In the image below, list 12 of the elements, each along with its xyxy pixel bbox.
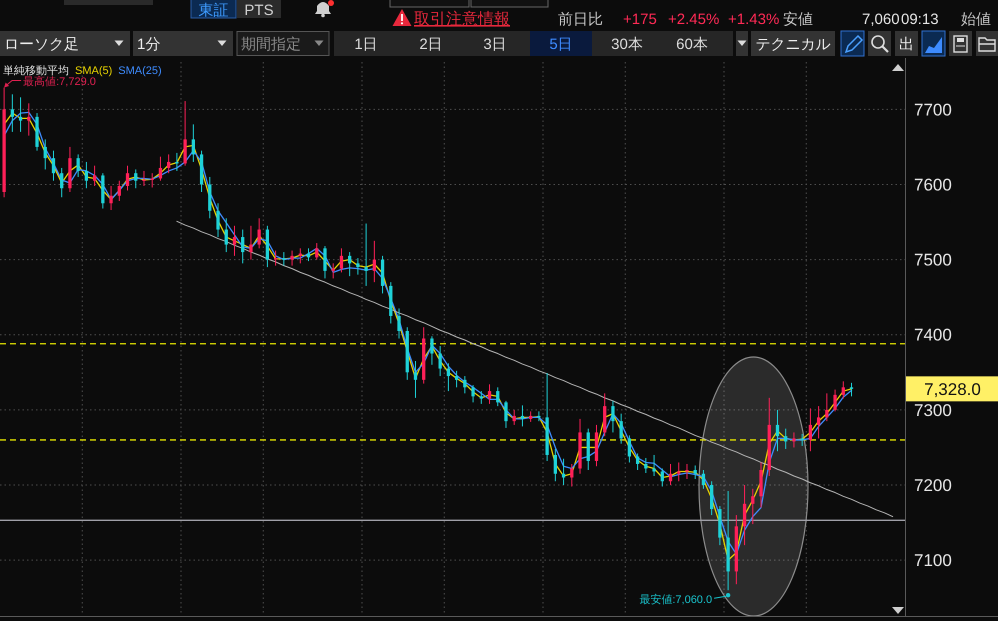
annotation: 最高値:7,729.0	[23, 75, 96, 88]
legend: 単純移動平均 SMA(5) SMA(25)	[3, 65, 162, 77]
y-tick-label: 7300	[914, 400, 952, 420]
y-tick-label: 7700	[914, 100, 952, 120]
y-tick-label: 7100	[914, 551, 952, 570]
y-tick-label: 7400	[914, 326, 952, 345]
y-tick-label: 7600	[914, 175, 952, 194]
y-tick-label: 7500	[914, 250, 952, 270]
annotation: 最安値:7,060.0	[639, 593, 712, 606]
annotation: 7,328.0	[906, 376, 998, 402]
y-tick-label: 7200	[914, 476, 952, 496]
annotation: 最安値:7,060.0	[639, 594, 727, 606]
